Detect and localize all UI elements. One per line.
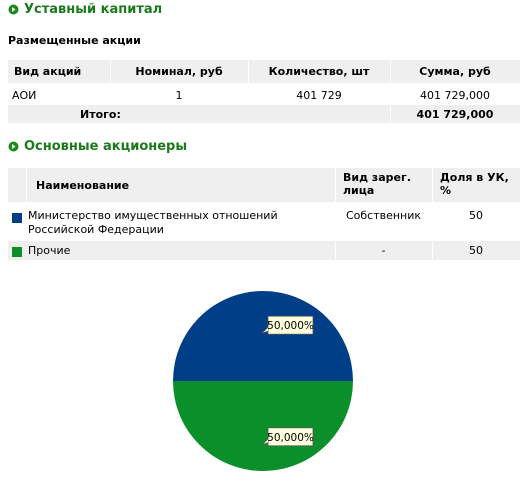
cell: Прочие: [28, 244, 71, 257]
column-header: Доля в УК, %: [440, 171, 509, 197]
column-header: Наименование: [36, 179, 130, 192]
table-row: Министерство имущественных отношений Рос…: [8, 204, 520, 240]
subsection-title: Размещенные акции: [8, 34, 141, 47]
total-label: Итого:: [80, 108, 121, 121]
column-header: Номинал, руб: [135, 65, 223, 78]
value-label-pointer: [261, 438, 269, 446]
value-label: 50,000%: [267, 432, 314, 444]
cell: АОИ: [12, 89, 37, 102]
cell: 50: [469, 209, 483, 222]
total-row: Итого: 401 729,000: [8, 105, 520, 123]
column-header: Вид зарег. лица: [343, 171, 411, 197]
value-label: 50,000%: [267, 320, 314, 332]
value-label-box: [267, 315, 314, 335]
column-header: Количество, шт: [268, 65, 370, 78]
value-label-box: [267, 427, 314, 447]
cell: Собственник: [345, 209, 422, 222]
table-header: Вид акций Номинал, руб Количество, шт Су…: [8, 60, 520, 83]
table-row: Прочие - 50: [8, 241, 520, 260]
pie-slice: [173, 381, 353, 471]
value-label-pointer: [261, 326, 269, 334]
cell: -: [381, 244, 386, 257]
column-header: Сумма, руб: [419, 65, 491, 78]
cell: 50: [469, 244, 483, 257]
pie-chart: 50,000% 50,000%: [173, 291, 353, 471]
pie-slice: [173, 291, 353, 381]
table-header: Наименование Вид зарег. лица Доля в УК, …: [8, 168, 520, 202]
cell: 1: [175, 89, 183, 102]
total-value: 401 729,000: [416, 108, 494, 121]
section-icon: [8, 141, 19, 152]
legend-swatch: [12, 213, 22, 223]
table-row: АОИ 1 401 729 401 729,000: [8, 86, 520, 104]
legend-swatch: [12, 247, 22, 257]
cell: Министерство имущественных отношений Рос…: [28, 209, 278, 236]
cell: 401 729,000: [420, 89, 490, 102]
cell: 401 729: [296, 89, 342, 102]
section-icon: [8, 4, 19, 15]
section-title: Основные акционеры: [24, 139, 188, 154]
column-header: Вид акций: [14, 65, 82, 78]
section-title: Уставный капитал: [24, 2, 163, 17]
